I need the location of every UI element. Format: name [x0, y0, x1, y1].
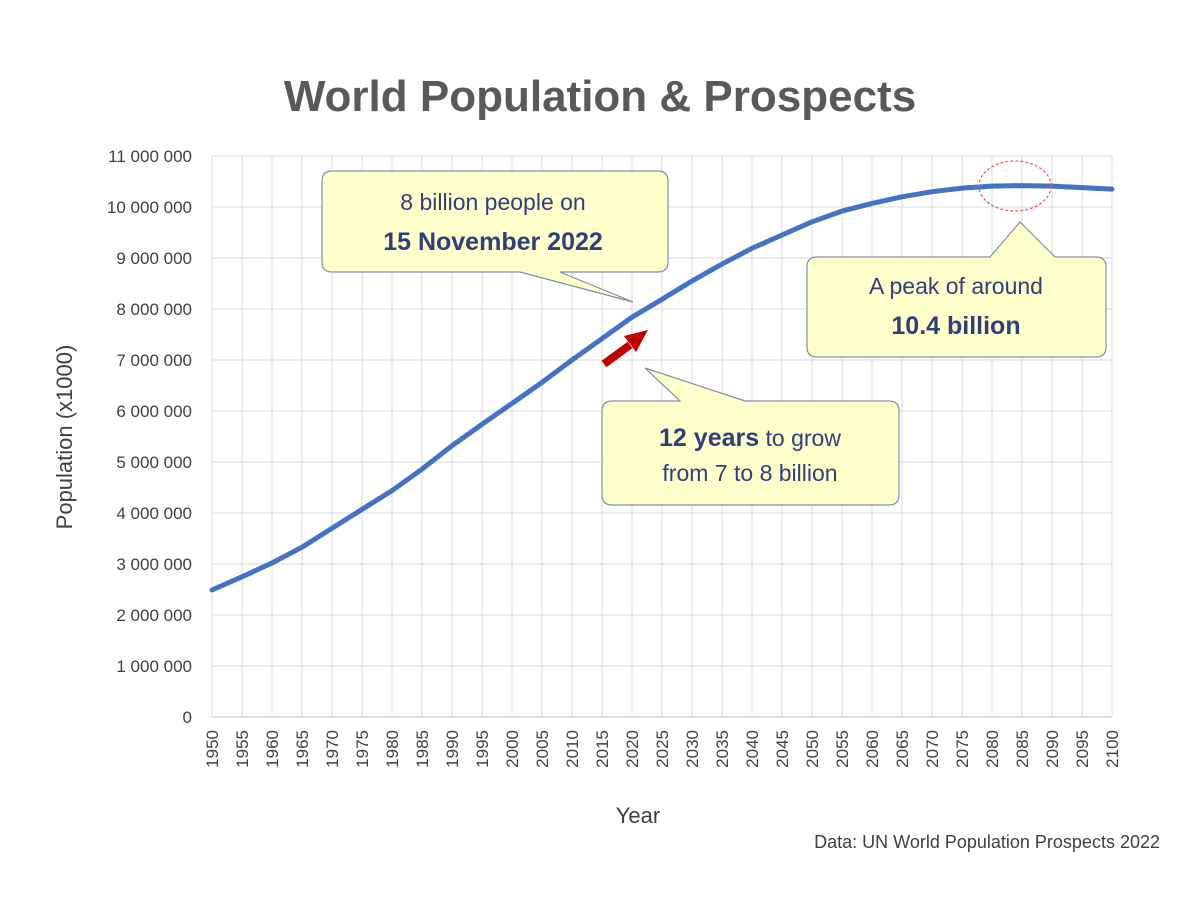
callout-peak: A peak of around 10.4 billion — [806, 221, 1107, 358]
x-tick-label: 1990 — [443, 730, 462, 768]
callout-8-billion-line2: 15 November 2022 — [383, 228, 603, 256]
x-tick-label: 2045 — [773, 730, 792, 768]
x-tick-label: 2030 — [683, 730, 702, 768]
growth-arrow — [601, 330, 648, 368]
callout-8-billion: 8 billion people on 15 November 2022 — [321, 170, 669, 303]
x-tick-label: 2070 — [923, 730, 942, 768]
x-tick-label: 1970 — [323, 730, 342, 768]
y-tick-label: 7 000 000 — [116, 351, 192, 370]
x-tick-label: 2005 — [533, 730, 552, 768]
y-tick-label: 8 000 000 — [116, 300, 192, 319]
x-tick-label: 1955 — [233, 730, 252, 768]
x-tick-label: 2060 — [863, 730, 882, 768]
x-tick-label: 2095 — [1073, 730, 1092, 768]
y-tick-label: 5 000 000 — [116, 453, 192, 472]
x-tick-label: 1985 — [413, 730, 432, 768]
y-tick-label: 3 000 000 — [116, 555, 192, 574]
y-tick-label: 4 000 000 — [116, 504, 192, 523]
x-tick-label: 1995 — [473, 730, 492, 768]
x-tick-label: 2100 — [1103, 730, 1122, 768]
callout-8-billion-line1: 8 billion people on — [400, 189, 585, 215]
callout-peak-line1: A peak of around — [869, 273, 1043, 299]
x-tick-label: 2090 — [1043, 730, 1062, 768]
x-tick-label: 2085 — [1013, 730, 1032, 768]
x-axis-ticks: 1950 1955 1960 1965 1970 1975 1980 1985 1990 1995… — [203, 730, 1122, 768]
population-series-line — [209, 183, 1115, 593]
y-tick-label: 10 000 000 — [107, 198, 192, 217]
x-tick-label: 1950 — [203, 730, 222, 768]
x-tick-label: 2055 — [833, 730, 852, 768]
peak-highlight-ellipse — [978, 160, 1052, 212]
x-tick-label: 2020 — [623, 730, 642, 768]
x-tick-label: 2080 — [983, 730, 1002, 768]
x-tick-label: 2050 — [803, 730, 822, 768]
x-tick-label: 1975 — [353, 730, 372, 768]
callout-peak-line2: 10.4 billion — [891, 312, 1020, 340]
callout-12-years: 12 years to grow from 7 to 8 billion — [601, 367, 900, 506]
x-tick-label: 2035 — [713, 730, 732, 768]
x-tick-label: 2040 — [743, 730, 762, 768]
chart-title: World Population & Prospects — [283, 72, 917, 121]
x-tick-label: 2025 — [653, 730, 672, 768]
y-tick-label: 2 000 000 — [116, 606, 192, 625]
y-tick-label: 0 — [183, 708, 192, 727]
x-axis-title: Year — [616, 803, 660, 828]
x-tick-label: 2065 — [893, 730, 912, 768]
y-tick-label: 1 000 000 — [116, 657, 192, 676]
x-tick-label: 1980 — [383, 730, 402, 768]
callout-12-years-line1: 12 years to grow — [659, 424, 841, 452]
x-tick-label: 2075 — [953, 730, 972, 768]
x-tick-label: 2000 — [503, 730, 522, 768]
callout-12-years-line2: from 7 to 8 billion — [662, 460, 837, 486]
y-tick-label: 9 000 000 — [116, 249, 192, 268]
y-axis-title: Population (x1000) — [52, 345, 77, 530]
x-tick-label: 2015 — [593, 730, 612, 768]
x-tick-label: 2010 — [563, 730, 582, 768]
y-axis-ticks: 0 1 000 000 2 000 000 3 000 000 4 000 000 5 0… — [107, 147, 192, 727]
data-source-note: Data: UN World Population Prospects 2022 — [814, 832, 1160, 852]
x-tick-label: 1965 — [293, 730, 312, 768]
callout-12-years-bold: 12 years — [659, 424, 759, 452]
y-tick-label: 11 000 000 — [108, 147, 192, 166]
callout-12-years-rest: to grow — [759, 425, 841, 451]
y-tick-label: 6 000 000 — [116, 402, 192, 421]
x-tick-label: 1960 — [263, 730, 282, 768]
